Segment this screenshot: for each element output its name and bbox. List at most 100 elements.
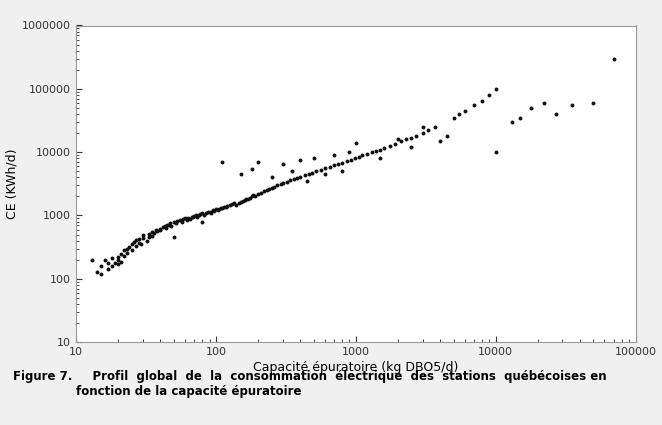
Point xyxy=(320,165,330,172)
Point xyxy=(430,124,441,130)
Point xyxy=(289,176,299,183)
Point xyxy=(315,166,326,173)
Point xyxy=(367,149,377,156)
Point xyxy=(177,216,188,223)
X-axis label: Capacité épuratoire (kg DBO5/d): Capacité épuratoire (kg DBO5/d) xyxy=(253,361,459,374)
Point xyxy=(121,245,132,252)
Point xyxy=(506,119,517,125)
Point xyxy=(158,224,169,231)
Point xyxy=(211,206,221,213)
Point xyxy=(477,97,487,104)
Point xyxy=(116,258,126,265)
Point xyxy=(401,136,412,143)
Point xyxy=(116,250,126,257)
Point xyxy=(295,174,305,181)
Point xyxy=(469,102,479,109)
Point xyxy=(253,190,263,197)
Point xyxy=(459,108,470,114)
Point xyxy=(172,218,183,224)
Point xyxy=(275,181,286,188)
Point xyxy=(215,204,226,211)
Point xyxy=(226,201,237,208)
Point xyxy=(454,110,465,117)
Point xyxy=(144,233,154,240)
Y-axis label: CE (KWh/d): CE (KWh/d) xyxy=(5,149,18,219)
Point xyxy=(150,227,161,234)
Point xyxy=(87,256,97,263)
Point xyxy=(162,222,173,229)
Point xyxy=(423,127,434,134)
Point xyxy=(99,256,110,263)
Point xyxy=(205,208,215,215)
Point xyxy=(113,254,124,261)
Point xyxy=(292,175,303,181)
Text: Profil  global  de  la  consommation  électrique  des  stations  québécoises en : Profil global de la consommation électri… xyxy=(76,370,607,398)
Point xyxy=(538,99,549,106)
Point xyxy=(243,195,254,202)
Point xyxy=(191,213,202,220)
Point xyxy=(287,168,297,175)
Point xyxy=(379,145,390,152)
Point xyxy=(361,150,372,157)
Point xyxy=(138,235,148,241)
Point xyxy=(329,152,340,159)
Point xyxy=(272,182,283,189)
Point xyxy=(491,149,501,156)
Point xyxy=(248,192,259,198)
Point xyxy=(307,170,318,176)
Point xyxy=(250,193,260,200)
Point xyxy=(442,133,452,139)
Point xyxy=(235,171,246,178)
Text: Figure 7.: Figure 7. xyxy=(13,370,73,383)
Point xyxy=(435,138,446,145)
Point xyxy=(246,165,257,172)
Point xyxy=(121,249,132,256)
Point xyxy=(231,201,242,208)
Point xyxy=(131,237,142,244)
Point xyxy=(169,234,179,241)
Point xyxy=(342,158,352,164)
Point xyxy=(166,223,177,230)
Point xyxy=(295,157,305,164)
Point xyxy=(233,199,244,206)
Point xyxy=(308,155,319,162)
Point xyxy=(253,159,263,165)
Point xyxy=(147,232,158,239)
Point xyxy=(259,188,269,195)
Point xyxy=(195,211,205,218)
Point xyxy=(118,247,129,254)
Point xyxy=(208,207,218,214)
Point xyxy=(526,105,537,111)
Point xyxy=(371,147,381,154)
Point xyxy=(337,159,348,166)
Point xyxy=(95,263,106,269)
Point xyxy=(264,186,275,193)
Point xyxy=(491,85,501,92)
Point xyxy=(266,174,277,181)
Point xyxy=(219,203,230,210)
Point xyxy=(337,168,348,175)
Point xyxy=(165,220,175,227)
Point xyxy=(113,261,124,268)
Point xyxy=(239,197,250,204)
Point xyxy=(187,214,198,221)
Point xyxy=(187,213,197,220)
Point xyxy=(246,193,257,200)
Point xyxy=(107,255,117,262)
Point xyxy=(277,180,288,187)
Point xyxy=(588,99,598,106)
Point xyxy=(152,228,162,235)
Point xyxy=(133,239,144,246)
Point xyxy=(118,252,129,259)
Point xyxy=(110,260,120,267)
Point xyxy=(417,130,428,136)
Point xyxy=(303,171,314,178)
Point xyxy=(171,220,181,227)
Point xyxy=(177,218,187,225)
Point xyxy=(138,232,148,238)
Point xyxy=(324,163,335,170)
Point xyxy=(320,171,330,178)
Point xyxy=(169,218,179,225)
Point xyxy=(351,139,361,146)
Point xyxy=(209,207,219,214)
